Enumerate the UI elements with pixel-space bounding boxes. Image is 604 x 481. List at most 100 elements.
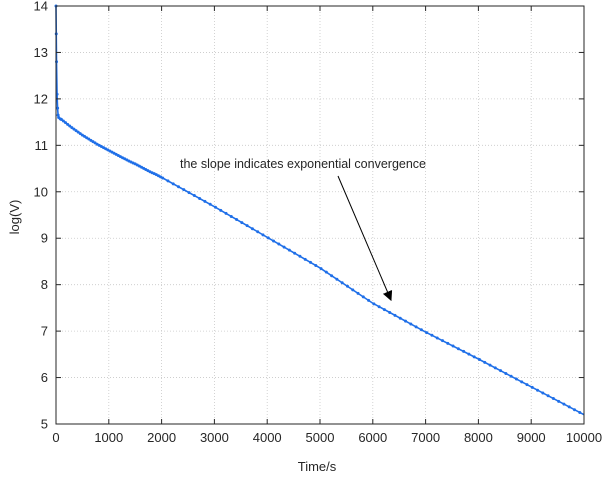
x-tick-label: 5000: [306, 430, 335, 445]
series-marker: [319, 267, 323, 271]
x-tick-label: 0: [52, 430, 59, 445]
series-marker: [520, 380, 524, 384]
series-marker: [314, 263, 318, 267]
series-marker: [488, 363, 492, 367]
series-marker: [56, 113, 60, 117]
series-marker: [562, 402, 566, 406]
x-tick-label: 3000: [200, 430, 229, 445]
series-marker: [76, 130, 80, 134]
series-marker: [72, 127, 76, 131]
series-marker: [340, 281, 344, 285]
series-marker: [330, 274, 334, 278]
series-marker: [345, 284, 349, 288]
y-tick-label: 8: [41, 277, 48, 292]
series-marker: [572, 408, 576, 412]
annotation-text: the slope indicates exponential converge…: [180, 157, 426, 171]
series-marker: [74, 129, 78, 133]
series-marker: [324, 270, 328, 274]
series-marker: [61, 119, 65, 123]
series-marker: [182, 188, 186, 192]
annotation-arrow: [337, 175, 393, 302]
y-tick-label: 13: [34, 45, 48, 60]
series-marker: [308, 260, 312, 264]
series-marker: [78, 132, 82, 136]
series-marker: [245, 224, 249, 228]
series-marker: [451, 344, 455, 348]
series-marker: [59, 117, 63, 121]
series-marker: [277, 242, 281, 246]
y-tick-label: 7: [41, 324, 48, 339]
series-marker: [287, 248, 291, 252]
y-tick-label: 11: [35, 138, 49, 153]
series-marker: [235, 218, 239, 222]
series-marker: [435, 336, 439, 340]
series-marker: [272, 239, 276, 243]
series-marker: [504, 371, 508, 375]
series-marker: [266, 236, 270, 240]
series-marker: [409, 322, 413, 326]
series-marker: [509, 374, 513, 378]
series-marker: [282, 245, 286, 249]
series-marker: [351, 288, 355, 292]
series-marker: [388, 310, 392, 314]
grid: [56, 6, 584, 424]
plot-frame: [55, 5, 585, 425]
series-marker: [462, 349, 466, 353]
series-marker: [229, 214, 233, 218]
series-marker: [250, 227, 254, 231]
series-marker: [198, 196, 202, 200]
series-marker: [256, 230, 260, 234]
series-marker: [356, 291, 360, 295]
x-axis-label: Time/s: [298, 459, 337, 474]
y-tick-label: 12: [34, 91, 48, 106]
series-marker: [483, 360, 487, 364]
series-marker: [176, 185, 180, 189]
x-tick-label: 4000: [253, 430, 282, 445]
series-marker: [70, 126, 74, 130]
series-marker: [224, 211, 228, 215]
series-marker: [166, 179, 170, 183]
series-marker: [419, 328, 423, 332]
y-axis-label: log(V): [7, 200, 22, 235]
series-marker: [213, 205, 217, 209]
x-tick-label: 7000: [411, 430, 440, 445]
series-marker: [208, 202, 212, 206]
series-marker: [567, 405, 571, 409]
x-tick-label: 6000: [358, 430, 387, 445]
series-marker: [541, 391, 545, 395]
x-tick-label: 8000: [464, 430, 493, 445]
series-marker: [557, 399, 561, 403]
series-marker: [261, 233, 265, 237]
series-marker: [293, 251, 297, 255]
series-marker: [404, 319, 408, 323]
axes: [55, 5, 585, 425]
series-marker: [377, 305, 381, 309]
series-marker: [456, 347, 460, 351]
tick-labels: 0 1000 2000 3000 4000 5000 6000 7000 8000 9000 100…: [34, 0, 603, 445]
series-marker: [578, 410, 582, 414]
y-tick-label: 10: [34, 184, 48, 199]
series-marker: [425, 331, 429, 335]
series-marker: [335, 277, 339, 281]
y-tick-label: 5: [41, 417, 48, 432]
x-tick-label: 9000: [517, 430, 546, 445]
x-tick-label: 1000: [94, 430, 123, 445]
series-marker: [430, 333, 434, 337]
series-marker: [536, 388, 540, 392]
series-marker: [66, 122, 70, 126]
series-marker: [64, 121, 68, 125]
series-marker: [219, 208, 223, 212]
series-marker: [367, 298, 371, 302]
series-marker: [493, 366, 497, 370]
series-marker: [530, 385, 534, 389]
series-marker: [171, 182, 175, 186]
series-marker: [372, 302, 376, 306]
series-layer: [54, 4, 585, 416]
series-marker: [203, 199, 207, 203]
y-tick-label: 14: [34, 0, 48, 14]
series-marker: [161, 176, 165, 180]
series-marker: [55, 60, 59, 64]
series-marker: [192, 194, 196, 198]
